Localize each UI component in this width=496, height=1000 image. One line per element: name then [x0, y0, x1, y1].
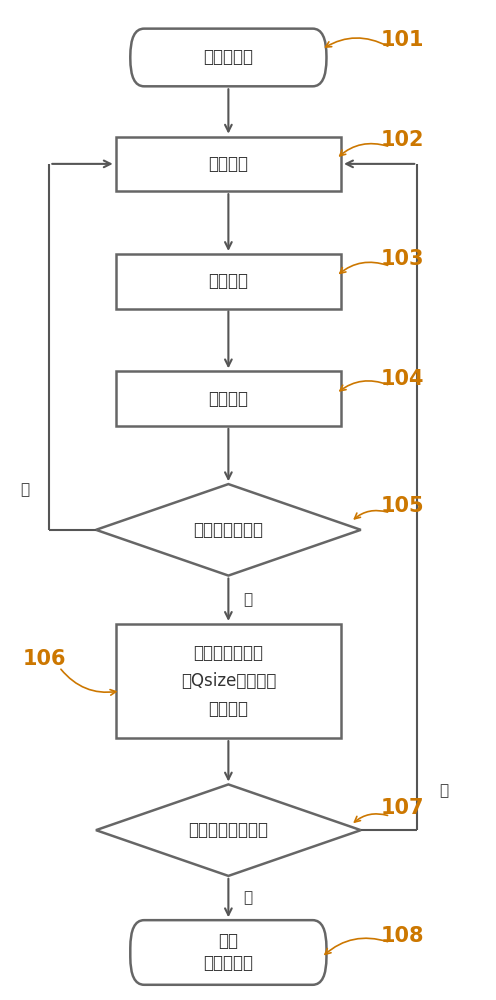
Text: 107: 107: [381, 798, 424, 818]
Text: 102: 102: [381, 130, 424, 150]
Text: 结束: 结束: [218, 932, 239, 950]
Text: 是: 是: [244, 592, 252, 607]
Text: 生长繁殖: 生长繁殖: [208, 155, 248, 173]
Text: 取Qsize个适应值: 取Qsize个适应值: [181, 672, 276, 690]
FancyBboxPatch shape: [130, 920, 326, 985]
Text: 输出最优解: 输出最优解: [203, 954, 253, 972]
FancyBboxPatch shape: [130, 29, 326, 86]
Text: 是: 是: [244, 891, 252, 906]
FancyBboxPatch shape: [116, 624, 341, 738]
Text: 达到最大迭代次数: 达到最大迭代次数: [188, 821, 268, 839]
FancyBboxPatch shape: [116, 137, 341, 191]
Text: 104: 104: [381, 369, 424, 389]
Text: 108: 108: [381, 926, 424, 946]
FancyBboxPatch shape: [116, 371, 341, 426]
Polygon shape: [96, 784, 361, 876]
Text: 空间扩散: 空间扩散: [208, 272, 248, 290]
Text: 最高的解: 最高的解: [208, 700, 248, 718]
Text: 根据竞争法则选: 根据竞争法则选: [193, 644, 263, 662]
Polygon shape: [96, 484, 361, 576]
Text: 种群初始化: 种群初始化: [203, 48, 253, 66]
Text: 101: 101: [381, 30, 424, 50]
Text: 105: 105: [380, 496, 424, 516]
Text: 106: 106: [23, 649, 66, 669]
Text: 否: 否: [20, 483, 29, 498]
FancyBboxPatch shape: [116, 254, 341, 309]
Text: 达到最大种群数: 达到最大种群数: [193, 521, 263, 539]
Text: 103: 103: [381, 249, 424, 269]
Text: 竞争排斥: 竞争排斥: [208, 390, 248, 408]
Text: 否: 否: [439, 783, 449, 798]
